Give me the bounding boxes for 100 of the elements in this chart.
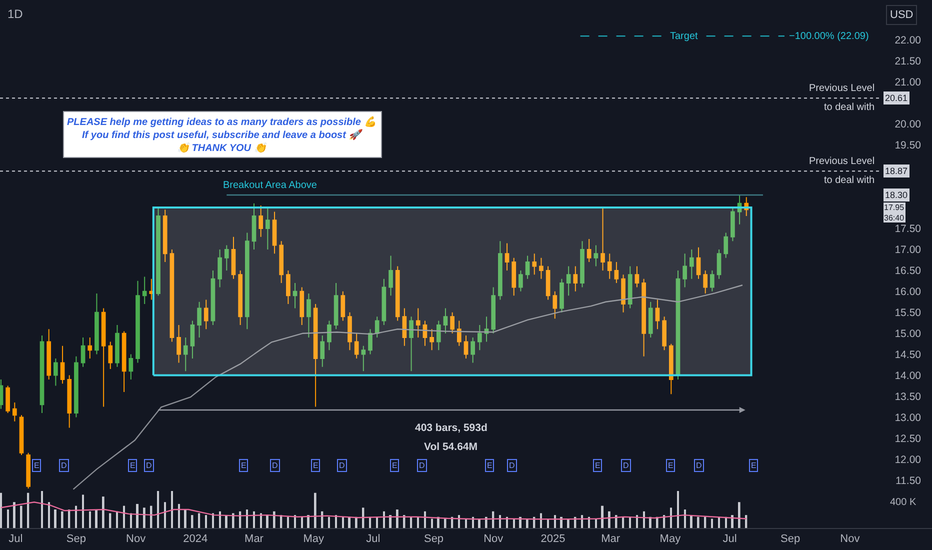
y-tick-label: 17.00 [894,244,922,256]
bar [389,515,392,528]
y-tick-label: 14.50 [894,348,922,361]
bar [622,516,624,528]
bar [485,516,488,528]
x-tick-label: May [660,533,682,546]
bar [704,516,706,528]
bar [725,516,727,528]
annotation: PLEASE help me getting ideas to as many traders as possible 💪 If you find this post useful, subscribe and leave a boost 🚀 👏 THANK YOU 👏 [67,115,378,154]
bar [82,494,84,528]
x-tick-label: Jul [366,533,380,546]
candlestick [292,282,298,309]
y-tick-label: 16.00 [894,286,922,298]
annotation: E [751,461,756,470]
candlestick [40,334,44,414]
bar [738,502,740,528]
bar [54,510,56,528]
bar [472,516,474,528]
bar [184,510,186,528]
candlestick [470,337,476,364]
candlestick [710,270,714,292]
y-axis-title: USD [890,9,914,21]
annotation: E [595,461,600,470]
bar [232,513,234,528]
bar [212,513,214,528]
annotation: D [272,461,278,470]
candlestick [382,278,386,326]
bar [191,515,194,528]
candlestick [594,244,598,267]
annotation: D [509,461,515,470]
candlestick [142,276,147,304]
bar [376,516,378,528]
bar [266,515,268,528]
x-tick-label: 2024 [183,533,208,546]
candlestick [136,280,140,364]
bar [75,506,77,528]
bar [328,516,330,528]
candlestick [94,293,99,355]
annotation: D [623,461,629,470]
bar [171,491,173,528]
x-tick-label: Mar [601,533,620,546]
bar [540,513,542,528]
x-tick-label: Nov [126,533,146,546]
candlestick [525,255,530,280]
bar [410,516,412,528]
bar [697,516,700,528]
bar [554,515,556,528]
bar [342,516,344,528]
candlestick [115,324,120,368]
x-tick-label: Sep [780,533,800,546]
candlestick [60,345,65,384]
annotation: E [130,461,136,470]
candlestick [244,232,250,330]
annotation: E [313,461,318,470]
candlestick [108,341,113,370]
candlestick [334,282,338,330]
candlestick [88,337,92,359]
bar [273,511,276,528]
bar [444,518,446,528]
annotation: 17.95 36:40 [884,203,905,222]
bar [731,515,734,528]
y-tick-label: 21.50 [894,55,922,68]
y-tick-label: 21.00 [894,76,922,88]
annotation: E [392,461,398,470]
bar [116,511,118,528]
annotation: 400 K [890,497,916,508]
bar [718,516,720,528]
bar [48,502,50,528]
bar [684,510,686,528]
candlestick [190,320,195,359]
bar [123,506,125,528]
bar [670,508,672,528]
candlestick [491,286,496,334]
annotation: 20.61 [885,93,908,103]
candlestick [149,278,154,300]
bar [396,510,398,528]
candlestick [716,248,722,280]
bar [601,506,604,528]
annotation: 18.30 [885,190,908,200]
bar [287,516,289,528]
bar [314,492,316,528]
bar [225,515,228,528]
bar [348,516,351,528]
annotation: D [146,461,152,470]
bar [109,513,112,528]
candlestick [566,266,571,296]
bar [301,516,303,528]
bar [643,511,645,528]
annotation: E [241,461,246,470]
y-tick-label: 13.50 [894,390,922,403]
bar [437,516,440,528]
bar [690,515,692,528]
bar [157,491,160,528]
candlestick [12,402,17,422]
bar [629,516,631,528]
bar [164,502,166,528]
bar [424,511,426,528]
x-tick-label: Nov [484,533,504,546]
y-tick-label: 15.00 [894,328,922,340]
y-tick-label: 12.50 [894,432,922,445]
